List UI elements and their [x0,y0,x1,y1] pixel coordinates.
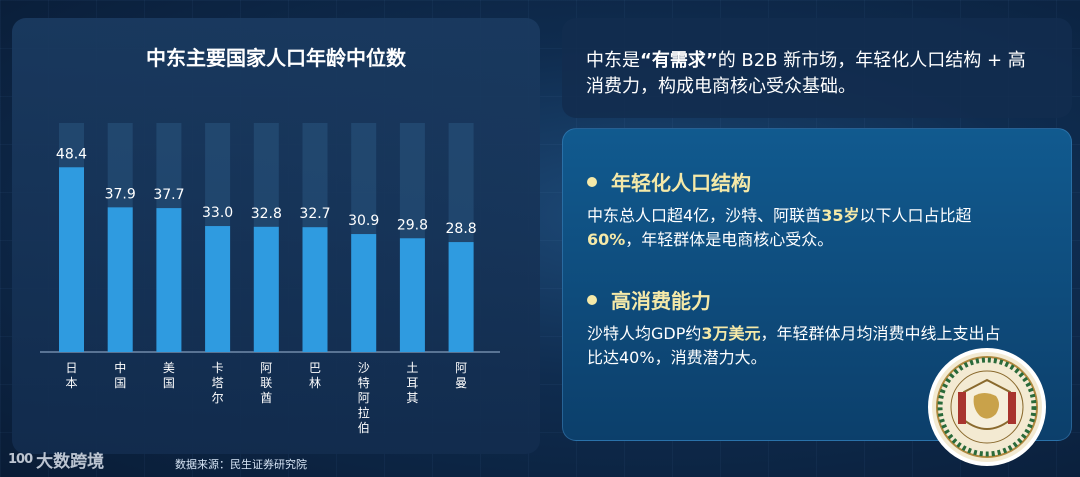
section-spending-body: 沙特人均GDP约3万美元，年轻群体月均消费中线上支出占比达40%，消费潜力大。 [587,322,1007,370]
headline-text: 中东是“有需求”的 B2B 新市场，年轻化人口结构 + 高消费力，构成电商核心受… [586,48,1026,100]
data-label: 48.4 [56,146,87,162]
bar-卡塔尔 [205,226,231,352]
bar-沙特阿拉伯 [351,234,377,352]
x-tick-label: 卡塔尔 [212,361,224,405]
bullet-icon [587,176,597,187]
bar-阿曼 [448,242,474,352]
x-tick-label: 中国 [114,360,126,390]
section-youth-body: 中东总人口超4亿，沙特、阿联酋35岁以下人口占比超 60%，年轻群体是电商核心受众… [587,204,1007,252]
data-label: 37.7 [153,187,184,203]
data-label: 29.8 [397,217,428,233]
bar-chart: 48.4 日本 37.9 中国 37.7 美国 33.0 卡塔尔 32.8 阿联酋 32.7 巴林 30… [40,123,500,435]
headline-part-2: 的 B2B 新市场，年轻化人口结构 + 高消费力，构成电商核心受众基础。 [586,50,1026,97]
section-spending: 高消费能力 沙特人均GDP约3万美元，年轻群体月均消费中线上支出占比达40%，消… [587,285,1007,370]
headline-emphasis: 有需求 [651,50,706,71]
x-tick-label: 巴林 [309,361,321,390]
bar-巴林 [302,227,328,352]
x-tick-label: 阿联酋 [260,361,272,405]
x-tick-label: 沙特阿拉伯 [358,361,370,435]
x-tick-label: 日本 [65,361,77,390]
section-youth-title-text: 年轻化人口结构 [611,171,751,195]
headline-quote-close: ” [705,50,718,71]
data-label: 28.8 [446,221,477,237]
headline-panel: 中东是“有需求”的 B2B 新市场，年轻化人口结构 + 高消费力，构成电商核心受… [562,18,1072,118]
spending-highlight-1: 3万美元 [701,324,761,343]
section-youth: 年轻化人口结构 中东总人口超4亿，沙特、阿联酋35岁以下人口占比超 60%，年轻群… [587,167,1007,252]
data-label: 37.9 [105,186,136,202]
spending-text-1: 沙特人均GDP约 [587,324,702,343]
chart-title: 中东主要国家人口年龄中位数 [146,46,406,70]
bar-阿联酋 [253,226,279,352]
data-label: 32.7 [299,206,330,222]
x-tick-label: 土耳其 [406,361,418,405]
youth-highlight-2: 60% [587,230,626,249]
brand-logo: 100 大数跨境 [8,447,104,472]
bar-土耳其 [399,238,425,352]
headline-part-1: 中东是 [586,50,640,71]
data-label: 32.8 [251,206,282,222]
bar-美国 [156,208,182,352]
brand-mark: 100 [8,452,33,467]
source-note: 数据来源：民生证券研究院 [175,458,307,471]
section-spending-title-text: 高消费能力 [611,289,711,313]
headline-quote-open: “ [640,50,652,71]
data-label: 30.9 [348,213,379,229]
bar-日本 [59,167,84,352]
youth-text-3: ，年轻群体是电商核心受众。 [625,230,834,249]
bar-中国 [107,207,133,352]
section-youth-title: 年轻化人口结构 [587,167,1007,196]
data-label: 33.0 [202,205,233,221]
youth-highlight-1: 35岁 [821,206,860,225]
gcc-seal-icon [936,356,1038,458]
youth-text-2: 以下人口占比超 [859,206,972,225]
brand-name: 大数跨境 [36,452,105,472]
x-tick-label: 阿曼 [455,361,467,390]
youth-text-1: 中东总人口超4亿，沙特、阿联酋 [587,206,822,225]
spending-text-2: ，年轻群体月均消费中线上支出占比达40%，消费潜力大。 [587,324,1001,367]
gcc-seal-emblem [928,348,1046,466]
bullet-icon [587,294,597,305]
section-spending-title: 高消费能力 [587,285,1007,314]
x-tick-label: 美国 [163,361,175,390]
